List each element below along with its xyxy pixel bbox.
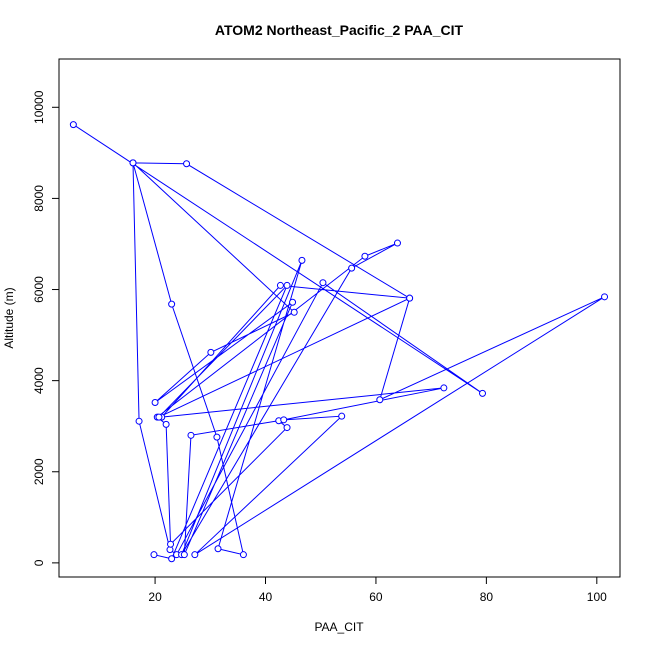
data-point xyxy=(479,389,487,397)
y-tick-label: 10000 xyxy=(32,90,46,124)
data-point xyxy=(283,424,291,432)
data-point xyxy=(155,413,163,421)
data-point xyxy=(319,279,327,287)
data-point xyxy=(213,433,221,441)
plot-frame xyxy=(58,58,621,578)
x-tick-label: 20 xyxy=(148,590,162,604)
data-point xyxy=(393,239,401,247)
x-tick-label: 60 xyxy=(369,590,383,604)
y-axis: 0 2000 4000 6000 8000 10000 xyxy=(32,90,60,566)
x-axis-label: PAA_CIT xyxy=(314,620,364,634)
series-line xyxy=(73,124,605,560)
data-point xyxy=(283,281,291,289)
data-point xyxy=(151,399,159,407)
y-tick-label: 0 xyxy=(32,559,46,566)
y-tick-label: 4000 xyxy=(32,367,46,394)
chart-title: ATOM2 Northeast_Pacific_2 PAA_CIT xyxy=(215,22,464,38)
data-series xyxy=(69,121,609,563)
data-point xyxy=(276,281,284,289)
x-tick-label: 40 xyxy=(259,590,273,604)
data-point xyxy=(406,294,414,302)
data-point xyxy=(440,384,448,392)
y-tick-label: 6000 xyxy=(32,276,46,303)
x-axis: 20 40 60 80 100 xyxy=(148,576,607,604)
data-point xyxy=(150,551,158,559)
data-point xyxy=(601,293,609,301)
data-point xyxy=(290,308,298,316)
data-point xyxy=(207,348,215,356)
data-point xyxy=(376,396,384,404)
y-tick-label: 8000 xyxy=(32,185,46,212)
data-point xyxy=(168,300,176,308)
x-tick-label: 80 xyxy=(480,590,494,604)
data-point xyxy=(183,160,191,168)
data-point xyxy=(167,540,175,548)
y-axis-label: Altitude (m) xyxy=(2,287,16,348)
data-point xyxy=(135,417,143,425)
data-point xyxy=(298,256,306,264)
data-point xyxy=(187,431,195,439)
y-tick-label: 2000 xyxy=(32,458,46,485)
data-point xyxy=(338,412,346,420)
data-point xyxy=(69,121,77,129)
data-point xyxy=(289,298,297,306)
data-point xyxy=(239,551,247,559)
data-point xyxy=(180,551,188,559)
data-point xyxy=(280,416,288,424)
data-point xyxy=(168,555,176,563)
data-point xyxy=(162,420,170,428)
data-point xyxy=(214,545,222,553)
data-point xyxy=(348,264,356,272)
data-point xyxy=(191,551,199,559)
x-tick-label: 100 xyxy=(587,590,607,604)
data-point xyxy=(129,159,137,167)
data-point xyxy=(361,252,369,260)
